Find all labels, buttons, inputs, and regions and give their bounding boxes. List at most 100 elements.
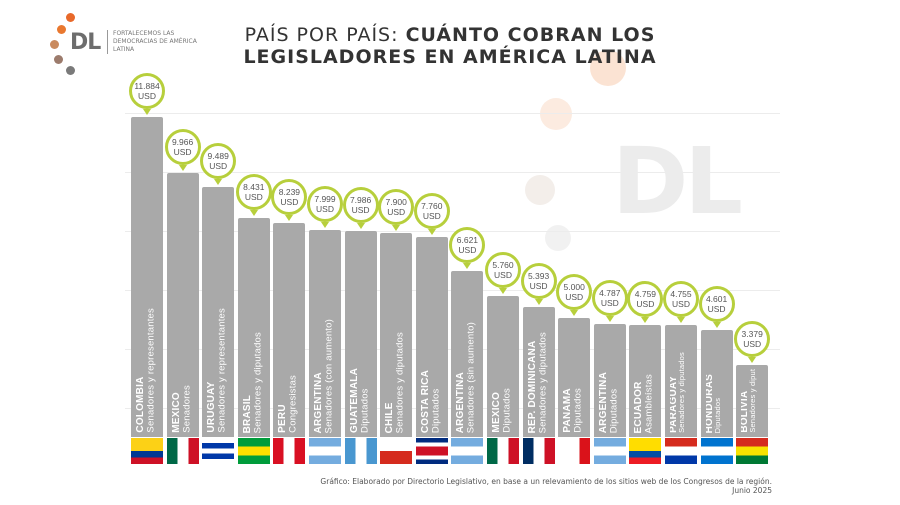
chamber-label: Senadores y diputados <box>748 369 758 433</box>
bar-label: CHILE Senadores y diputados <box>385 332 406 433</box>
decorative-circle <box>545 225 571 251</box>
country-flag-icon <box>629 438 662 464</box>
bar <box>237 217 270 437</box>
bar-label: PANAMÁ Diputados <box>563 388 584 433</box>
logo-divider <box>107 30 108 54</box>
bubble-pointer <box>748 357 757 364</box>
unit-label: USD <box>422 211 441 222</box>
bar <box>522 306 555 437</box>
unit-label: USD <box>316 204 334 215</box>
unit-label: USD <box>707 303 726 314</box>
bar-label: ARGENTINA Senadores (con aumento) <box>314 319 335 433</box>
country-name: BRASIL <box>242 394 253 433</box>
gridline <box>125 231 780 232</box>
bubble-pointer <box>677 317 685 324</box>
bar-label: COSTA RICA Diputados <box>421 370 442 433</box>
unit-label: USD <box>672 299 690 310</box>
bubble-pointer <box>641 317 650 324</box>
bubble-pointer <box>463 262 472 269</box>
bar-label: MÉXICO Senadores <box>172 385 193 433</box>
value-label: 9.966 <box>171 137 194 147</box>
country-flag-icon <box>273 438 306 464</box>
gridline <box>125 172 780 173</box>
bubble-pointer <box>499 287 507 294</box>
country-flag-icon <box>736 438 769 464</box>
unit-label: USD <box>138 90 156 101</box>
bar-label: REP. DOMINICANA Senadores y diputados <box>528 332 549 433</box>
value-label: 5.760 <box>492 259 514 270</box>
country-flag-icon <box>166 438 199 464</box>
value-label: 9.489 <box>207 150 229 161</box>
country-flag-icon <box>665 438 697 464</box>
value-bubble: 7.999 USD <box>307 186 343 223</box>
value-bubble: 4.787 USD <box>591 280 628 317</box>
country-flag-icon <box>309 438 341 464</box>
country-flag-icon <box>131 438 163 464</box>
title-light: PAÍS POR PAÍS: <box>244 24 399 46</box>
bubble-pointer <box>427 229 436 236</box>
bar <box>451 270 484 437</box>
bubble-pointer <box>534 298 543 305</box>
bar <box>166 173 199 437</box>
bubble-pointer <box>143 108 151 115</box>
value-label: 4.787 <box>599 288 621 299</box>
value-label: 7.900 <box>385 197 407 208</box>
value-bubble: 8.239 USD <box>271 179 308 216</box>
bar <box>415 237 448 437</box>
bar <box>700 329 733 437</box>
country-flag-icon <box>593 438 626 464</box>
value-bubble: 4.601 USD <box>698 285 735 322</box>
logo-text: DL <box>70 30 101 55</box>
logo-tagline: FORTALECEMOS LAS DEMOCRACIAS DE AMÉRICA … <box>113 30 197 53</box>
bar <box>629 325 662 437</box>
country-name: ARGENTINA <box>598 371 609 433</box>
bubble-pointer <box>605 316 614 323</box>
bar-label: PERÚ Congresistas <box>278 375 299 433</box>
bubble-pointer <box>285 215 294 222</box>
unit-label: USD <box>209 160 228 171</box>
country-flag-icon <box>558 438 591 464</box>
bar <box>344 230 377 437</box>
decorative-circle <box>590 50 626 86</box>
country-flag-icon <box>237 438 270 464</box>
bubble-pointer <box>178 165 187 171</box>
bar-label: HONDURAS Diputados <box>706 374 722 433</box>
unit-label: USD <box>565 292 584 302</box>
value-bubble: 7.760 USD <box>413 193 450 230</box>
value-bubble: 5.760 USD <box>485 251 521 288</box>
country-flag-icon <box>522 438 555 464</box>
country-name: REP. DOMINICANA <box>527 340 538 433</box>
bar-label: URUGUAY Senadores y representantes <box>207 308 228 433</box>
bubble-pointer <box>321 222 329 229</box>
bar-label: GUATEMALA Diputados <box>350 368 371 433</box>
logo-dot <box>57 25 66 34</box>
bar-label: ARGENTINA Diputados <box>599 372 620 433</box>
chamber-label: Senadores y diputados <box>394 331 406 433</box>
bubble-pointer <box>570 310 579 316</box>
chamber-label: Senadores y representantes <box>145 308 157 433</box>
bar <box>487 295 519 437</box>
value-bubble: 3.379 USD <box>734 321 771 358</box>
bubble-pointer <box>249 209 258 216</box>
value-bubble: 9.966 USD <box>164 129 201 165</box>
unit-label: USD <box>494 269 512 280</box>
country-name: ARGENTINA <box>314 371 324 433</box>
value-label: 4.759 <box>634 289 657 300</box>
unit-label: USD <box>529 280 548 291</box>
country-flag-icon <box>380 438 413 464</box>
chamber-label: Senadores y diputados <box>677 352 686 433</box>
bar-label: MÉXICO Diputados <box>492 388 513 433</box>
country-flag-icon <box>202 438 235 464</box>
value-label: 3.379 <box>741 329 763 340</box>
bubble-pointer <box>356 222 365 229</box>
unit-label: USD <box>244 191 263 202</box>
bar-label: BOLIVIA Senadores y diputados <box>741 369 757 433</box>
value-label: 4.755 <box>670 289 692 300</box>
chamber-label: Diputados <box>430 388 442 433</box>
decorative-circle <box>540 98 572 130</box>
value-bubble: 6.621 USD <box>449 226 486 263</box>
bar-label: ECUADOR Asambleístas <box>634 374 655 433</box>
country-flag-icon <box>700 438 733 464</box>
watermark-logo: DL <box>612 128 743 235</box>
value-label: 7.986 <box>349 194 372 205</box>
